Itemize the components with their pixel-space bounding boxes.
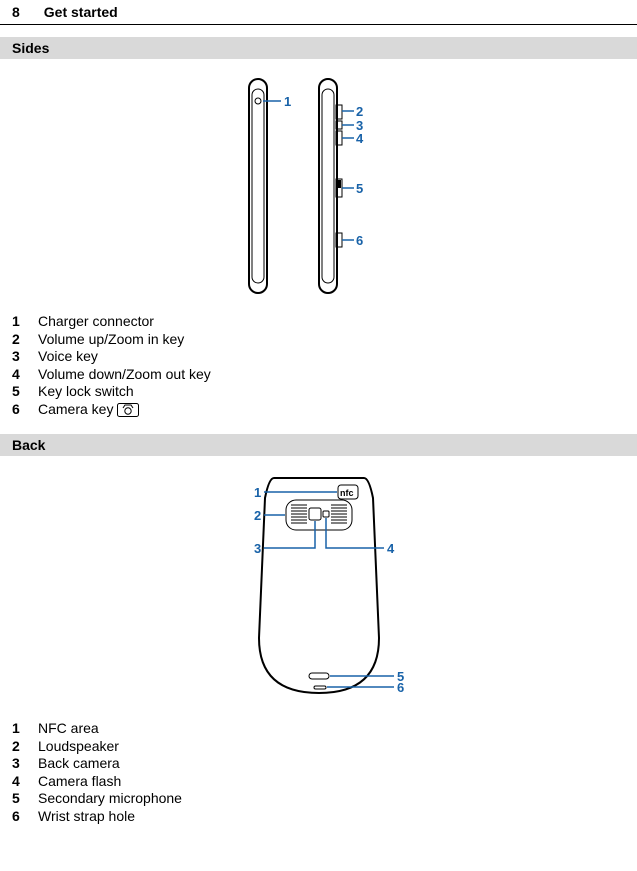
list-num: 6 (12, 808, 24, 826)
list-item: 1 NFC area (12, 720, 625, 738)
list-num: 2 (12, 331, 24, 349)
page-header: 8 Get started (0, 0, 637, 25)
list-num: 1 (12, 313, 24, 331)
list-item: 4 Volume down/Zoom out key (12, 366, 625, 384)
camera-icon (117, 403, 139, 417)
sides-callout-6: 6 (356, 233, 363, 248)
sides-figure: 1 2 3 4 5 6 (0, 71, 637, 301)
sides-list: 1 Charger connector 2 Volume up/Zoom in … (0, 313, 637, 422)
list-label: Wrist strap hole (38, 808, 135, 826)
list-label: Volume down/Zoom out key (38, 366, 211, 384)
header-title: Get started (44, 4, 118, 20)
list-item: 4 Camera flash (12, 773, 625, 791)
section-heading-back: Back (0, 434, 637, 456)
sides-callout-5: 5 (356, 181, 363, 196)
back-list: 1 NFC area 2 Loudspeaker 3 Back camera 4… (0, 720, 637, 829)
back-figure: nfc 1 2 3 4 5 (0, 468, 637, 708)
back-callout-6: 6 (397, 680, 404, 695)
list-num: 5 (12, 790, 24, 808)
list-item: 5 Secondary microphone (12, 790, 625, 808)
list-label: Charger connector (38, 313, 154, 331)
list-num: 3 (12, 755, 24, 773)
list-label: Back camera (38, 755, 120, 773)
list-label: Key lock switch (38, 383, 134, 401)
sides-callout-1: 1 (284, 94, 291, 109)
svg-text:nfc: nfc (340, 488, 354, 498)
back-callout-4: 4 (387, 541, 395, 556)
list-num: 3 (12, 348, 24, 366)
back-callout-1: 1 (254, 485, 261, 500)
list-item: 2 Loudspeaker (12, 738, 625, 756)
back-callout-3: 3 (254, 541, 261, 556)
list-num: 5 (12, 383, 24, 401)
sides-callout-2: 2 (356, 104, 363, 119)
list-num: 6 (12, 401, 24, 419)
sides-callout-4: 4 (356, 131, 364, 146)
list-label: Voice key (38, 348, 98, 366)
camera-key-text: Camera key (38, 401, 113, 417)
list-label: Volume up/Zoom in key (38, 331, 184, 349)
page-number: 8 (12, 4, 20, 20)
list-label: Loudspeaker (38, 738, 119, 756)
section-heading-sides: Sides (0, 37, 637, 59)
list-item: 2 Volume up/Zoom in key (12, 331, 625, 349)
list-item: 5 Key lock switch (12, 383, 625, 401)
list-item: 3 Voice key (12, 348, 625, 366)
list-label: NFC area (38, 720, 99, 738)
list-item: 6 Camera key (12, 401, 625, 419)
list-item: 3 Back camera (12, 755, 625, 773)
list-num: 2 (12, 738, 24, 756)
list-num: 1 (12, 720, 24, 738)
list-num: 4 (12, 366, 24, 384)
list-label: Secondary microphone (38, 790, 182, 808)
list-item: 6 Wrist strap hole (12, 808, 625, 826)
list-label: Camera flash (38, 773, 121, 791)
list-num: 4 (12, 773, 24, 791)
back-callout-2: 2 (254, 508, 261, 523)
list-label: Camera key (38, 401, 139, 419)
list-item: 1 Charger connector (12, 313, 625, 331)
